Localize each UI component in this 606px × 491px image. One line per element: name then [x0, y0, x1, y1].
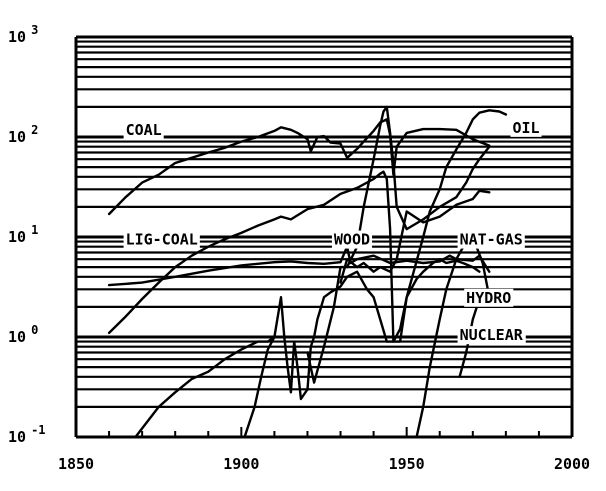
- series-label-background: [123, 230, 200, 249]
- series-label-background: [457, 230, 525, 249]
- series-label-nuclear: NUCLEAR: [460, 326, 524, 344]
- y-tick-label: 10 1: [8, 223, 38, 246]
- series-line-oil: [306, 105, 491, 384]
- series-label-background: [510, 118, 542, 137]
- y-tick-label: 10 0: [8, 323, 38, 346]
- series-label-nat-gas: NAT-GAS: [460, 231, 523, 249]
- y-tick-label: 10 -1: [8, 423, 46, 446]
- x-tick-label: 1850: [58, 455, 94, 473]
- log-gridlines: [76, 40, 572, 439]
- x-tick-label: 2000: [554, 455, 590, 473]
- series-line-hydro: [134, 258, 481, 439]
- plot-frame: [74, 35, 574, 439]
- series-line-unlabeled-7: [243, 335, 276, 439]
- x-tick-label: 1950: [389, 455, 425, 473]
- series-label-lig-coal: LIG-COAL: [126, 231, 198, 249]
- series-lines: [107, 105, 508, 439]
- x-tick-label: 1900: [223, 455, 259, 473]
- series-label-wood: WOOD: [334, 231, 370, 249]
- y-tick-label: 10 2: [8, 123, 38, 146]
- x-tick-labels: 1850 1900 1950 2000: [58, 455, 590, 473]
- series-label-background: [464, 288, 514, 307]
- series-label-background: [457, 326, 526, 345]
- series-label-hydro: HYDRO: [466, 289, 511, 307]
- series-label-background: [123, 120, 164, 139]
- series-label-background: [331, 230, 373, 249]
- series-line-coal: [107, 118, 491, 216]
- series-line-lig-coal: [107, 109, 508, 343]
- y-tick-label: 10 3: [8, 23, 38, 46]
- series-line-nat-gas: [339, 189, 491, 284]
- series-label-coal: COAL: [126, 121, 162, 139]
- series-labels: COAL OIL LIG-COAL WOOD NAT-GAS HYDRO NUCLEAR: [123, 118, 542, 345]
- series-line-nuclear: [415, 235, 491, 439]
- series-label-oil: OIL: [512, 119, 539, 137]
